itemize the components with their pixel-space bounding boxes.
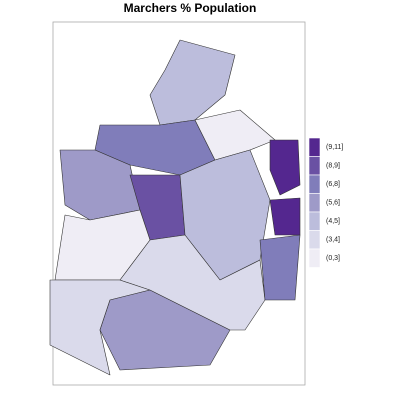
legend-label: (6,8] [326,181,340,188]
legend-swatch [308,156,321,176]
legend-swatch [308,137,321,157]
legend-label: (4,5] [326,218,340,225]
legend-swatch [308,193,321,213]
legend-swatch [308,230,321,250]
county [149,39,236,126]
county [269,197,301,236]
legend-label: (5,6] [326,200,340,207]
map-panel [52,21,306,386]
legend-label: (9,11] [326,144,343,151]
legend: (9,11] (8,9] (6,8] (5,6] (4,5] (3,4] (0,3] [308,137,343,268]
county [194,109,276,161]
legend-swatch [308,248,321,268]
county [259,234,301,301]
legend-swatch [308,211,321,231]
county [119,234,266,331]
legend-label: (0,3] [326,255,340,262]
legend-swatch [308,174,321,194]
ireland-map [49,39,301,376]
legend-label: (8,9] [326,163,340,170]
legend-label: (3,4] [326,237,340,244]
county [269,139,301,196]
map-title: Marchers % Population [124,1,257,15]
